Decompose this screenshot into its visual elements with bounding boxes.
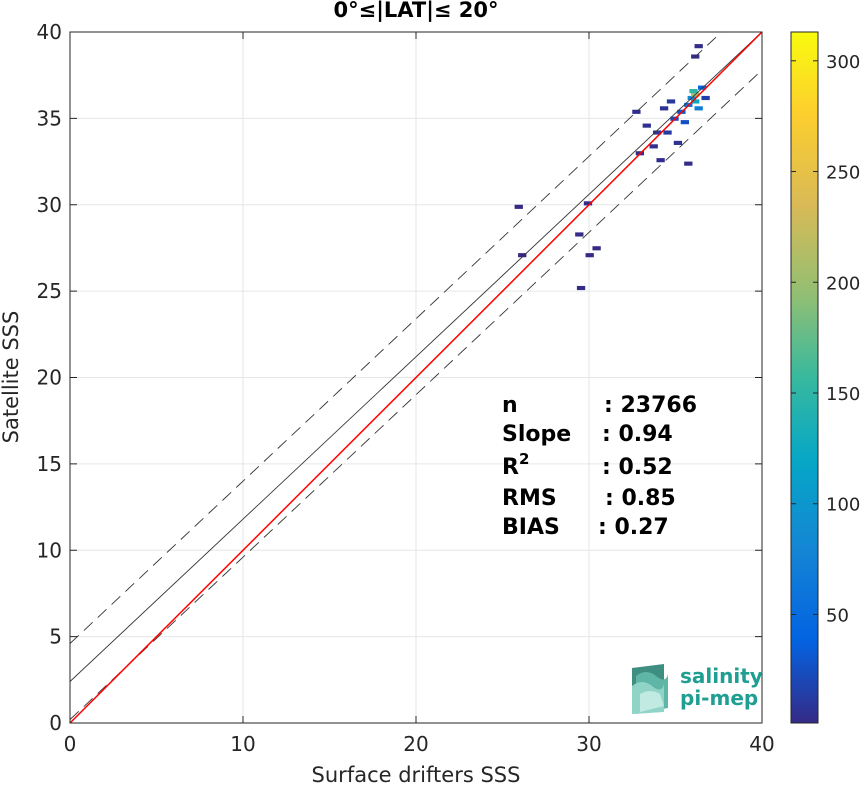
density-cell: [663, 130, 672, 135]
density-cell: [575, 232, 584, 237]
density-cell: [642, 123, 651, 128]
x-tick-label: 40: [749, 732, 774, 756]
x-axis-label: Surface drifters SSS: [312, 763, 521, 786]
y-tick-label: 0: [49, 711, 62, 735]
density-cell: [701, 95, 710, 101]
density-cell: [653, 130, 662, 135]
stat-label: BIAS: [502, 515, 560, 540]
density-cell: [514, 204, 523, 209]
density-cell: [585, 253, 594, 258]
logo-line-1: salinity: [680, 664, 763, 688]
logo-line-2: pi-mep: [680, 686, 758, 710]
y-tick-label: 25: [37, 279, 62, 303]
waves-icon: [632, 664, 668, 714]
x-tick-label: 0: [64, 732, 77, 756]
density-cell: [576, 285, 586, 291]
colorbar-tick-label: 200: [826, 273, 860, 294]
colorbar-tick-label: 100: [826, 495, 860, 516]
y-tick-label: 10: [37, 538, 62, 562]
line-fit-plus-2std: [70, 32, 723, 644]
density-cell: [592, 246, 601, 251]
density-cell: [583, 201, 593, 206]
x-tick-label: 10: [230, 732, 255, 756]
colorbar-tick-label: 50: [826, 605, 849, 626]
salinity-pimep-logo: salinity pi-mep: [632, 664, 763, 714]
y-ticks: 0 5 10 15 20 25 30 35 40: [37, 20, 762, 735]
density-cell: [659, 106, 669, 111]
density-cell: [656, 158, 665, 163]
colorbar-ticks: 50 100 150 200 250 300: [791, 52, 860, 626]
density-cell: [689, 89, 698, 94]
line-fit: [70, 32, 762, 682]
density-cell: [673, 140, 683, 145]
colorbar-tick-label: 150: [826, 384, 860, 405]
x-tick-label: 30: [576, 732, 601, 756]
density-cell: [691, 99, 700, 104]
y-axis-label: Satellite SSS: [0, 311, 23, 444]
y-tick-label: 5: [49, 625, 62, 649]
stat-value: : 0.52: [602, 455, 673, 480]
y-tick-label: 15: [37, 452, 62, 476]
regression-lines: [70, 32, 762, 723]
x-ticks: 0 10 20 30 40: [64, 32, 775, 756]
density-cell: [684, 161, 693, 166]
stat-value: : 0.94: [602, 422, 673, 447]
stat-label-sup: 2: [519, 450, 529, 468]
chart-title: 0°≤|LAT|≤ 20°: [333, 0, 498, 23]
stat-label: n: [502, 393, 518, 418]
y-tick-label: 20: [37, 366, 62, 390]
density-cell: [518, 253, 527, 258]
stat-label: RMS: [502, 486, 557, 511]
line-one-to-one: [70, 32, 762, 723]
colorbar-tick-label: 250: [826, 163, 860, 184]
colorbar: [790, 31, 819, 724]
stat-value: : 0.85: [605, 486, 676, 511]
density-cell: [694, 44, 703, 49]
colorbar-tick-label: 300: [826, 52, 860, 73]
stat-label: Slope: [502, 422, 571, 447]
stat-value: : 23766: [604, 393, 697, 418]
density-cell: [666, 99, 676, 104]
y-tick-label: 40: [37, 20, 62, 44]
line-fit-minus-2std: [70, 69, 762, 720]
density-cell: [680, 120, 689, 125]
density-cell: [632, 109, 641, 114]
density-cell: [649, 144, 658, 149]
y-tick-label: 35: [37, 106, 62, 130]
x-tick-label: 20: [403, 732, 428, 756]
y-tick-label: 30: [37, 193, 62, 217]
stat-value: : 0.27: [598, 515, 669, 540]
density-cell: [694, 106, 703, 111]
